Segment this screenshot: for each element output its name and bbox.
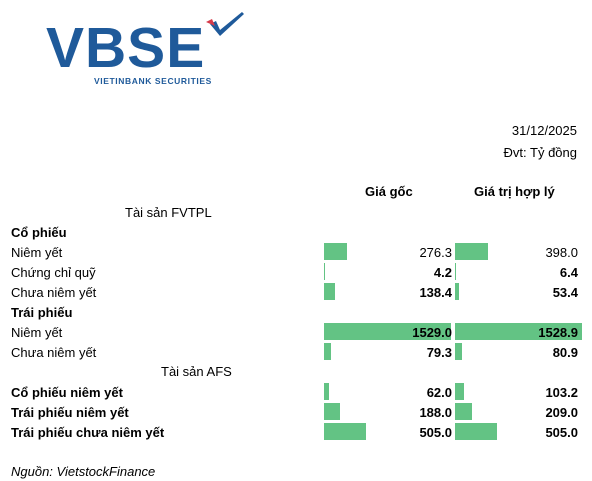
table-row: Trái phiếu chưa niêm yết 505.0 505.0 xyxy=(0,422,592,442)
row-label: Niêm yết xyxy=(11,325,63,340)
fair-value-data-bar xyxy=(455,403,472,420)
unit-label: Đvt: Tỷ đồng xyxy=(503,145,577,160)
fair-value: 505.0 xyxy=(545,425,578,440)
fair-value-data-bar xyxy=(455,423,497,440)
report-date: 31/12/2025 xyxy=(511,123,577,138)
logo-brand: VBSE xyxy=(46,16,206,80)
table-row: Cổ phiếu niêm yết 62.0 103.2 xyxy=(0,382,592,402)
row-label: Cổ phiếu xyxy=(11,225,67,240)
fair-value: 53.4 xyxy=(552,285,578,300)
row-label: Niêm yết xyxy=(11,245,63,260)
fair-value: 80.9 xyxy=(552,345,578,360)
table-row: Trái phiếu niêm yết 188.0 209.0 xyxy=(0,402,592,422)
fair-value-data-bar xyxy=(455,323,582,340)
row-label: Chưa niêm yết xyxy=(11,345,97,360)
table-row: Niêm yết 276.3 398.0 xyxy=(0,242,592,262)
row-label: Cổ phiếu niêm yết xyxy=(11,385,123,400)
fair-value-data-bar xyxy=(455,343,462,360)
cost-value: 79.3 xyxy=(426,345,452,360)
cost-data-bar xyxy=(324,343,331,360)
section-afs: Tài sản AFS xyxy=(161,364,232,379)
table-row: Chưa niêm yết 79.3 80.9 xyxy=(0,342,592,362)
fair-value: 103.2 xyxy=(545,385,578,400)
table-row: Niêm yết 1529.0 1528.9 xyxy=(0,322,592,342)
cost-data-bar xyxy=(324,323,451,340)
cost-data-bar xyxy=(324,243,347,260)
fair-value: 6.4 xyxy=(559,265,578,280)
fair-value-data-bar xyxy=(455,383,464,400)
fair-value-data-bar xyxy=(455,283,459,300)
cost-data-bar xyxy=(324,283,335,300)
cost-value: 62.0 xyxy=(426,385,452,400)
category-header-row: Cổ phiếu xyxy=(0,222,592,242)
row-label: Chứng chỉ quỹ xyxy=(11,265,96,280)
cost-data-bar xyxy=(324,403,340,420)
cost-value: 4.2 xyxy=(433,265,452,280)
cost-value: 1529.0 xyxy=(412,325,452,340)
cost-value: 505.0 xyxy=(419,425,452,440)
cost-value: 138.4 xyxy=(419,285,452,300)
fair-value-data-bar xyxy=(455,263,456,280)
fair-value: 1528.9 xyxy=(538,325,578,340)
row-label: Chưa niêm yết xyxy=(11,285,97,300)
column-header-fair-value: Giá trị hợp lý xyxy=(474,184,555,199)
logo-subtitle: VIETINBANK SECURITIES xyxy=(94,76,212,86)
logo-check-icon xyxy=(206,12,244,36)
cost-data-bar xyxy=(324,263,325,280)
table-row: Chứng chỉ quỹ 4.2 6.4 xyxy=(0,262,592,282)
cost-value: 188.0 xyxy=(419,405,452,420)
row-label: Trái phiếu chưa niêm yết xyxy=(11,425,165,440)
row-label: Trái phiếu xyxy=(11,305,73,320)
vbse-logo: VBSE VIETINBANK SECURITIES xyxy=(46,10,256,90)
column-header-cost: Giá gốc xyxy=(365,184,413,199)
section-fvtpl: Tài sản FVTPL xyxy=(125,205,212,220)
fair-value: 209.0 xyxy=(545,405,578,420)
row-label: Trái phiếu niêm yết xyxy=(11,405,129,420)
cost-data-bar xyxy=(324,423,366,440)
source-note: Nguồn: VietstockFinance xyxy=(11,464,156,479)
fair-value: 398.0 xyxy=(545,245,578,260)
cost-value: 276.3 xyxy=(419,245,452,260)
table-row: Chưa niêm yết 138.4 53.4 xyxy=(0,282,592,302)
fair-value-data-bar xyxy=(455,243,488,260)
category-header-row: Trái phiếu xyxy=(0,302,592,322)
cost-data-bar xyxy=(324,383,329,400)
